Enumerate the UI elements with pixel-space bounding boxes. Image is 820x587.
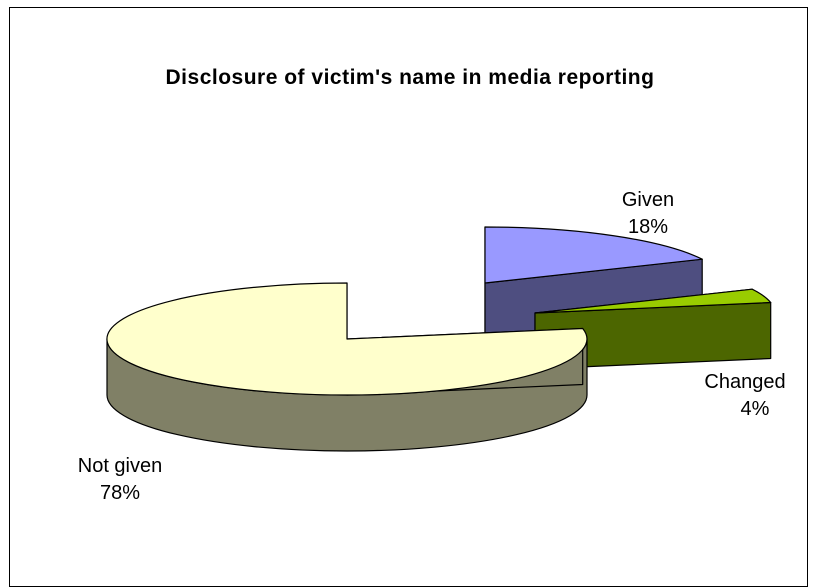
chart-title: Disclosure of victim's name in media rep… xyxy=(165,66,655,89)
slice-label-changed: Changed xyxy=(704,371,785,393)
slice-changed xyxy=(534,288,772,314)
slice-value-given: 18% xyxy=(628,216,668,238)
slice-not-given xyxy=(106,282,588,396)
slice-label-given: Given xyxy=(622,189,674,211)
slice-value-changed: 4% xyxy=(741,398,770,420)
pie-slices xyxy=(106,226,772,452)
slice-label-not-given: Not given xyxy=(78,455,163,477)
pie-labels: Given 18% Changed 4% Not given 78% xyxy=(78,189,786,504)
slice-given xyxy=(484,226,703,284)
slice-value-not-given: 78% xyxy=(100,482,140,504)
